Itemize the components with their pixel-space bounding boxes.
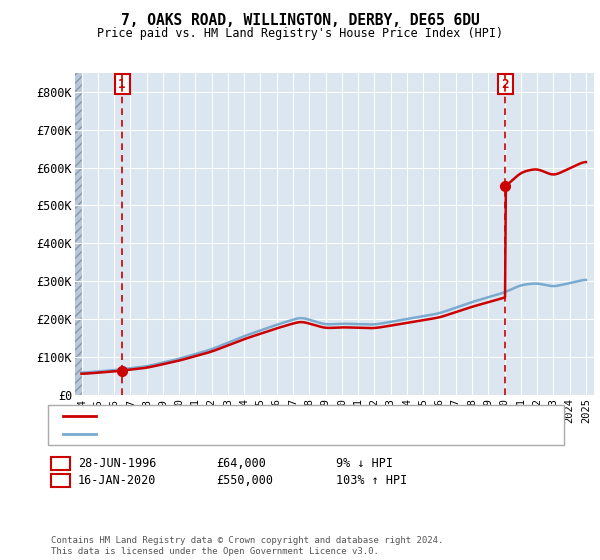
Text: 9% ↓ HPI: 9% ↓ HPI (336, 457, 393, 470)
Text: Contains HM Land Registry data © Crown copyright and database right 2024.
This d: Contains HM Land Registry data © Crown c… (51, 536, 443, 556)
Text: 7, OAKS ROAD, WILLINGTON, DERBY, DE65 6DU (detached house): 7, OAKS ROAD, WILLINGTON, DERBY, DE65 6D… (101, 411, 463, 421)
Text: 7, OAKS ROAD, WILLINGTON, DERBY, DE65 6DU: 7, OAKS ROAD, WILLINGTON, DERBY, DE65 6D… (121, 13, 479, 28)
Text: £64,000: £64,000 (216, 457, 266, 470)
Text: 28-JUN-1996: 28-JUN-1996 (78, 457, 157, 470)
Text: HPI: Average price, detached house, South Derbyshire: HPI: Average price, detached house, Sout… (101, 429, 426, 439)
Bar (75, 73, 82, 395)
Text: 16-JAN-2020: 16-JAN-2020 (78, 474, 157, 487)
Bar (75, 73, 82, 395)
Text: 1: 1 (118, 78, 126, 91)
Text: 103% ↑ HPI: 103% ↑ HPI (336, 474, 407, 487)
Text: £550,000: £550,000 (216, 474, 273, 487)
Text: 2: 2 (502, 78, 509, 91)
Text: 1: 1 (57, 457, 64, 470)
Text: Price paid vs. HM Land Registry's House Price Index (HPI): Price paid vs. HM Land Registry's House … (97, 27, 503, 40)
Text: 2: 2 (57, 474, 64, 487)
